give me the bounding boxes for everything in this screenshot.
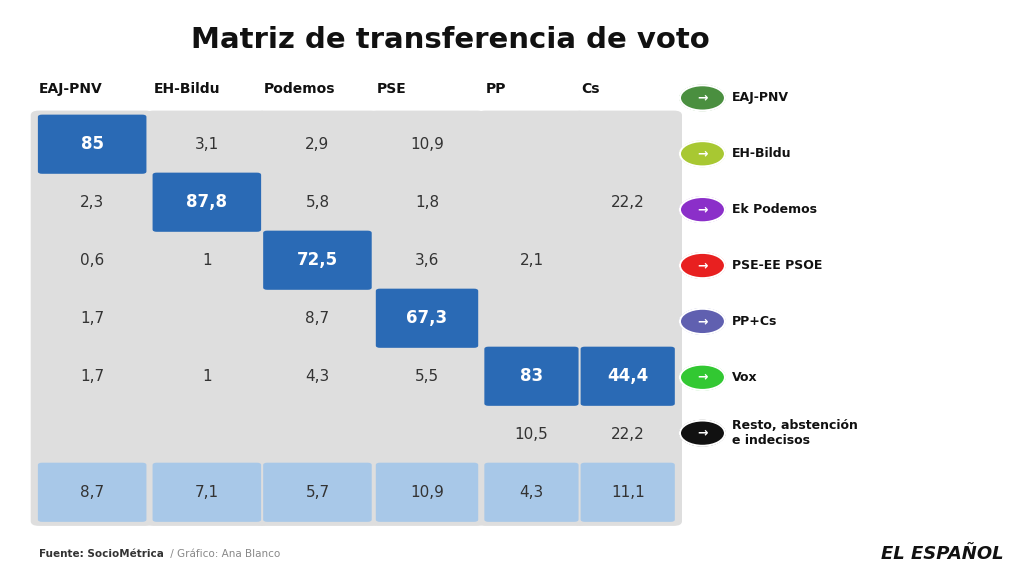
Text: 22,2: 22,2 (611, 195, 644, 210)
Text: 83: 83 (520, 367, 543, 385)
Text: 5,7: 5,7 (305, 485, 330, 500)
Text: 3,1: 3,1 (195, 137, 219, 151)
Text: 72,5: 72,5 (297, 251, 338, 269)
FancyBboxPatch shape (484, 463, 579, 522)
Text: EAJ-PNV: EAJ-PNV (39, 82, 102, 96)
Text: 1: 1 (202, 253, 212, 268)
FancyBboxPatch shape (484, 347, 579, 406)
Text: 3,6: 3,6 (415, 253, 439, 268)
FancyBboxPatch shape (38, 463, 146, 522)
Text: Podemos: Podemos (264, 82, 336, 96)
FancyBboxPatch shape (263, 230, 372, 290)
Text: Vox: Vox (732, 371, 758, 384)
Text: Cs: Cs (582, 82, 600, 96)
Circle shape (680, 365, 725, 390)
Text: EAJ-PNV: EAJ-PNV (732, 92, 790, 104)
Text: →: → (697, 92, 708, 104)
FancyBboxPatch shape (153, 173, 261, 232)
FancyBboxPatch shape (376, 289, 478, 348)
Text: / Gráfico: Ana Blanco: / Gráfico: Ana Blanco (167, 549, 281, 559)
Text: 10,5: 10,5 (515, 427, 548, 442)
FancyBboxPatch shape (263, 463, 372, 522)
Text: Ek Podemos: Ek Podemos (732, 203, 817, 216)
Text: 1,7: 1,7 (80, 310, 104, 326)
Text: →: → (697, 259, 708, 272)
FancyBboxPatch shape (573, 111, 682, 526)
Text: Resto, abstención
e indecisos: Resto, abstención e indecisos (732, 419, 858, 447)
Text: 7,1: 7,1 (195, 485, 219, 500)
Circle shape (680, 141, 725, 166)
Circle shape (680, 309, 725, 334)
FancyBboxPatch shape (31, 111, 154, 526)
Text: 2,9: 2,9 (305, 137, 330, 151)
Text: →: → (697, 315, 708, 328)
Text: 0,6: 0,6 (80, 253, 104, 268)
Text: 4,3: 4,3 (519, 485, 544, 500)
Text: 1,8: 1,8 (415, 195, 439, 210)
Text: EH-Bildu: EH-Bildu (732, 147, 792, 160)
Text: 2,3: 2,3 (80, 195, 104, 210)
Text: →: → (697, 427, 708, 439)
Text: 87,8: 87,8 (186, 193, 227, 211)
FancyBboxPatch shape (256, 111, 379, 526)
Text: 1: 1 (202, 369, 212, 384)
Text: Fuente: SocioMétrica: Fuente: SocioMétrica (39, 549, 164, 559)
FancyBboxPatch shape (581, 463, 675, 522)
Text: 2,1: 2,1 (519, 253, 544, 268)
Circle shape (680, 420, 725, 446)
Circle shape (680, 85, 725, 111)
Text: 10,9: 10,9 (410, 485, 444, 500)
Text: 10,9: 10,9 (410, 137, 444, 151)
Text: PP: PP (485, 82, 506, 96)
FancyBboxPatch shape (38, 115, 146, 174)
Text: 4,3: 4,3 (305, 369, 330, 384)
FancyBboxPatch shape (369, 111, 485, 526)
Text: →: → (697, 203, 708, 216)
FancyBboxPatch shape (581, 347, 675, 406)
Text: →: → (697, 371, 708, 384)
Text: 8,7: 8,7 (305, 310, 330, 326)
Text: Matriz de transferencia de voto: Matriz de transferencia de voto (191, 26, 710, 54)
Text: 8,7: 8,7 (80, 485, 104, 500)
Text: 44,4: 44,4 (607, 367, 648, 385)
Circle shape (680, 253, 725, 278)
Text: 22,2: 22,2 (611, 427, 644, 442)
Text: PP+Cs: PP+Cs (732, 315, 777, 328)
Text: 5,5: 5,5 (415, 369, 439, 384)
Text: EH-Bildu: EH-Bildu (154, 82, 220, 96)
Circle shape (680, 197, 725, 222)
FancyBboxPatch shape (153, 463, 261, 522)
FancyBboxPatch shape (145, 111, 268, 526)
Text: PSE-EE PSOE: PSE-EE PSOE (732, 259, 822, 272)
FancyBboxPatch shape (477, 111, 586, 526)
Text: 85: 85 (81, 135, 103, 153)
Text: 67,3: 67,3 (407, 309, 447, 327)
Text: →: → (697, 147, 708, 160)
FancyBboxPatch shape (376, 463, 478, 522)
Text: EL ESPAÑOL: EL ESPAÑOL (881, 545, 1004, 563)
Text: 11,1: 11,1 (611, 485, 644, 500)
Text: PSE: PSE (377, 82, 407, 96)
Text: 1,7: 1,7 (80, 369, 104, 384)
Text: 5,8: 5,8 (305, 195, 330, 210)
